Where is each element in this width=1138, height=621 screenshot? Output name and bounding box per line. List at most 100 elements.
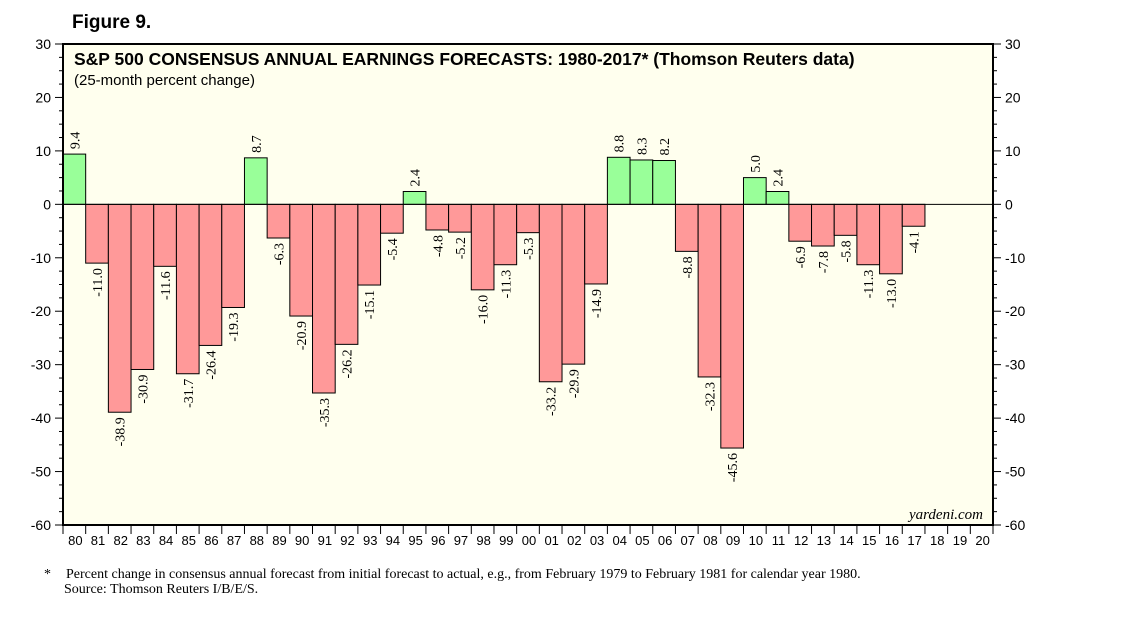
y-tick-label-left: 0 xyxy=(43,196,51,212)
footnote-text: Percent change in consensus annual forec… xyxy=(66,567,861,582)
bar-03 xyxy=(584,203,608,285)
x-tick-label-85: 85 xyxy=(182,533,196,548)
y-tick-label-left: 20 xyxy=(35,89,51,105)
x-tick-label-95: 95 xyxy=(408,533,422,548)
x-tick-label-04: 04 xyxy=(612,533,626,548)
bar-88 xyxy=(243,157,268,205)
data-label-81: -11.0 xyxy=(91,268,106,297)
data-label-95: 2.4 xyxy=(409,169,424,187)
x-tick-label-87: 87 xyxy=(227,533,241,548)
data-label-96: -4.8 xyxy=(431,235,446,257)
data-label-12: -6.9 xyxy=(794,246,809,268)
bar-86 xyxy=(198,203,223,346)
y-tick-label-left: 30 xyxy=(35,36,51,52)
data-label-99: -11.3 xyxy=(499,270,514,299)
x-tick-label-96: 96 xyxy=(431,533,445,548)
x-tick-label-05: 05 xyxy=(635,533,649,548)
bar-17 xyxy=(901,203,926,227)
y-tick-label-left: 10 xyxy=(35,143,51,159)
x-tick-label-06: 06 xyxy=(658,533,672,548)
data-label-80: 9.4 xyxy=(68,132,83,150)
x-tick-label-92: 92 xyxy=(340,533,354,548)
y-tick-label-right: 20 xyxy=(1005,89,1021,105)
x-tick-label-89: 89 xyxy=(272,533,286,548)
bar-12 xyxy=(788,203,813,242)
data-label-17: -4.1 xyxy=(908,231,923,253)
plot-frame xyxy=(62,43,994,526)
footnote-marker: * xyxy=(44,567,51,582)
data-label-05: 8.3 xyxy=(635,137,650,155)
bar-15 xyxy=(856,203,881,266)
data-label-02: -29.9 xyxy=(567,369,582,398)
data-label-10: 5.0 xyxy=(749,155,764,173)
x-tick-label-20: 20 xyxy=(975,533,989,548)
y-tick-label-right: -60 xyxy=(1005,517,1025,533)
x-tick-label-91: 91 xyxy=(318,533,332,548)
x-tick-label-09: 09 xyxy=(726,533,740,548)
data-label-88: 8.7 xyxy=(250,135,265,153)
data-label-98: -16.0 xyxy=(477,295,492,324)
x-tick-label-14: 14 xyxy=(839,533,853,548)
x-tick-label-00: 00 xyxy=(522,533,536,548)
data-label-91: -35.3 xyxy=(318,398,333,427)
bar-80 xyxy=(62,153,87,205)
x-tick-label-19: 19 xyxy=(953,533,967,548)
y-tick-label-left: -30 xyxy=(31,357,51,373)
bar-08 xyxy=(697,203,722,378)
y-tick-label-left: -10 xyxy=(31,250,51,266)
x-tick-label-88: 88 xyxy=(250,533,264,548)
bar-91 xyxy=(312,203,336,394)
data-label-97: -5.2 xyxy=(454,237,469,259)
x-tick-label-13: 13 xyxy=(817,533,831,548)
data-label-82: -38.9 xyxy=(114,417,129,446)
data-label-14: -5.8 xyxy=(840,240,855,262)
footnote-line: * Percent change in consensus annual fore… xyxy=(40,567,861,582)
bar-11 xyxy=(765,191,790,205)
data-label-15: -11.3 xyxy=(862,270,877,299)
x-tick-label-10: 10 xyxy=(749,533,763,548)
bar-96 xyxy=(425,203,450,231)
y-tick-label-right: -30 xyxy=(1005,357,1025,373)
bar-90 xyxy=(289,203,314,317)
bar-81 xyxy=(85,203,109,264)
data-label-16: -13.0 xyxy=(885,279,900,308)
data-label-94: -5.4 xyxy=(386,238,401,260)
x-tick-label-82: 82 xyxy=(113,533,127,548)
data-label-07: -8.8 xyxy=(681,256,696,278)
data-label-09: -45.6 xyxy=(726,453,741,482)
x-tick-label-15: 15 xyxy=(862,533,876,548)
bar-95 xyxy=(402,191,427,205)
bar-98 xyxy=(470,203,495,291)
data-label-04: 8.8 xyxy=(613,135,628,153)
x-tick-label-86: 86 xyxy=(204,533,218,548)
ticks-layer: -60 -60-50 -50-40 -40-30 -30-20 -20-10 -100 010… xyxy=(31,36,1026,548)
y-tick-label-right: -50 xyxy=(1005,464,1025,480)
x-tick-label-02: 02 xyxy=(567,533,581,548)
bars-layer xyxy=(62,153,926,449)
bar-94 xyxy=(380,203,404,234)
y-tick-label-right: 30 xyxy=(1005,36,1021,52)
x-tick-label-11: 11 xyxy=(772,533,786,548)
x-tick-label-03: 03 xyxy=(590,533,604,548)
data-label-90: -20.9 xyxy=(295,321,310,350)
x-tick-label-83: 83 xyxy=(136,533,150,548)
watermark: yardeni.com xyxy=(907,507,983,523)
bar-14 xyxy=(833,203,858,236)
data-label-06: 8.2 xyxy=(658,138,673,156)
bar-07 xyxy=(674,203,699,252)
data-label-86: -26.4 xyxy=(204,350,219,379)
x-tick-label-12: 12 xyxy=(794,533,808,548)
y-tick-label-left: -50 xyxy=(31,464,51,480)
x-tick-label-08: 08 xyxy=(703,533,717,548)
x-tick-label-84: 84 xyxy=(159,533,173,548)
bar-82 xyxy=(107,203,132,413)
y-tick-label-right: 10 xyxy=(1005,143,1021,159)
x-tick-label-16: 16 xyxy=(885,533,899,548)
bar-13 xyxy=(811,203,835,247)
bar-85 xyxy=(175,203,200,375)
bar-10 xyxy=(742,177,767,205)
x-tick-label-18: 18 xyxy=(930,533,944,548)
x-tick-label-07: 07 xyxy=(681,533,695,548)
x-tick-label-99: 99 xyxy=(499,533,513,548)
bar-99 xyxy=(493,203,518,266)
